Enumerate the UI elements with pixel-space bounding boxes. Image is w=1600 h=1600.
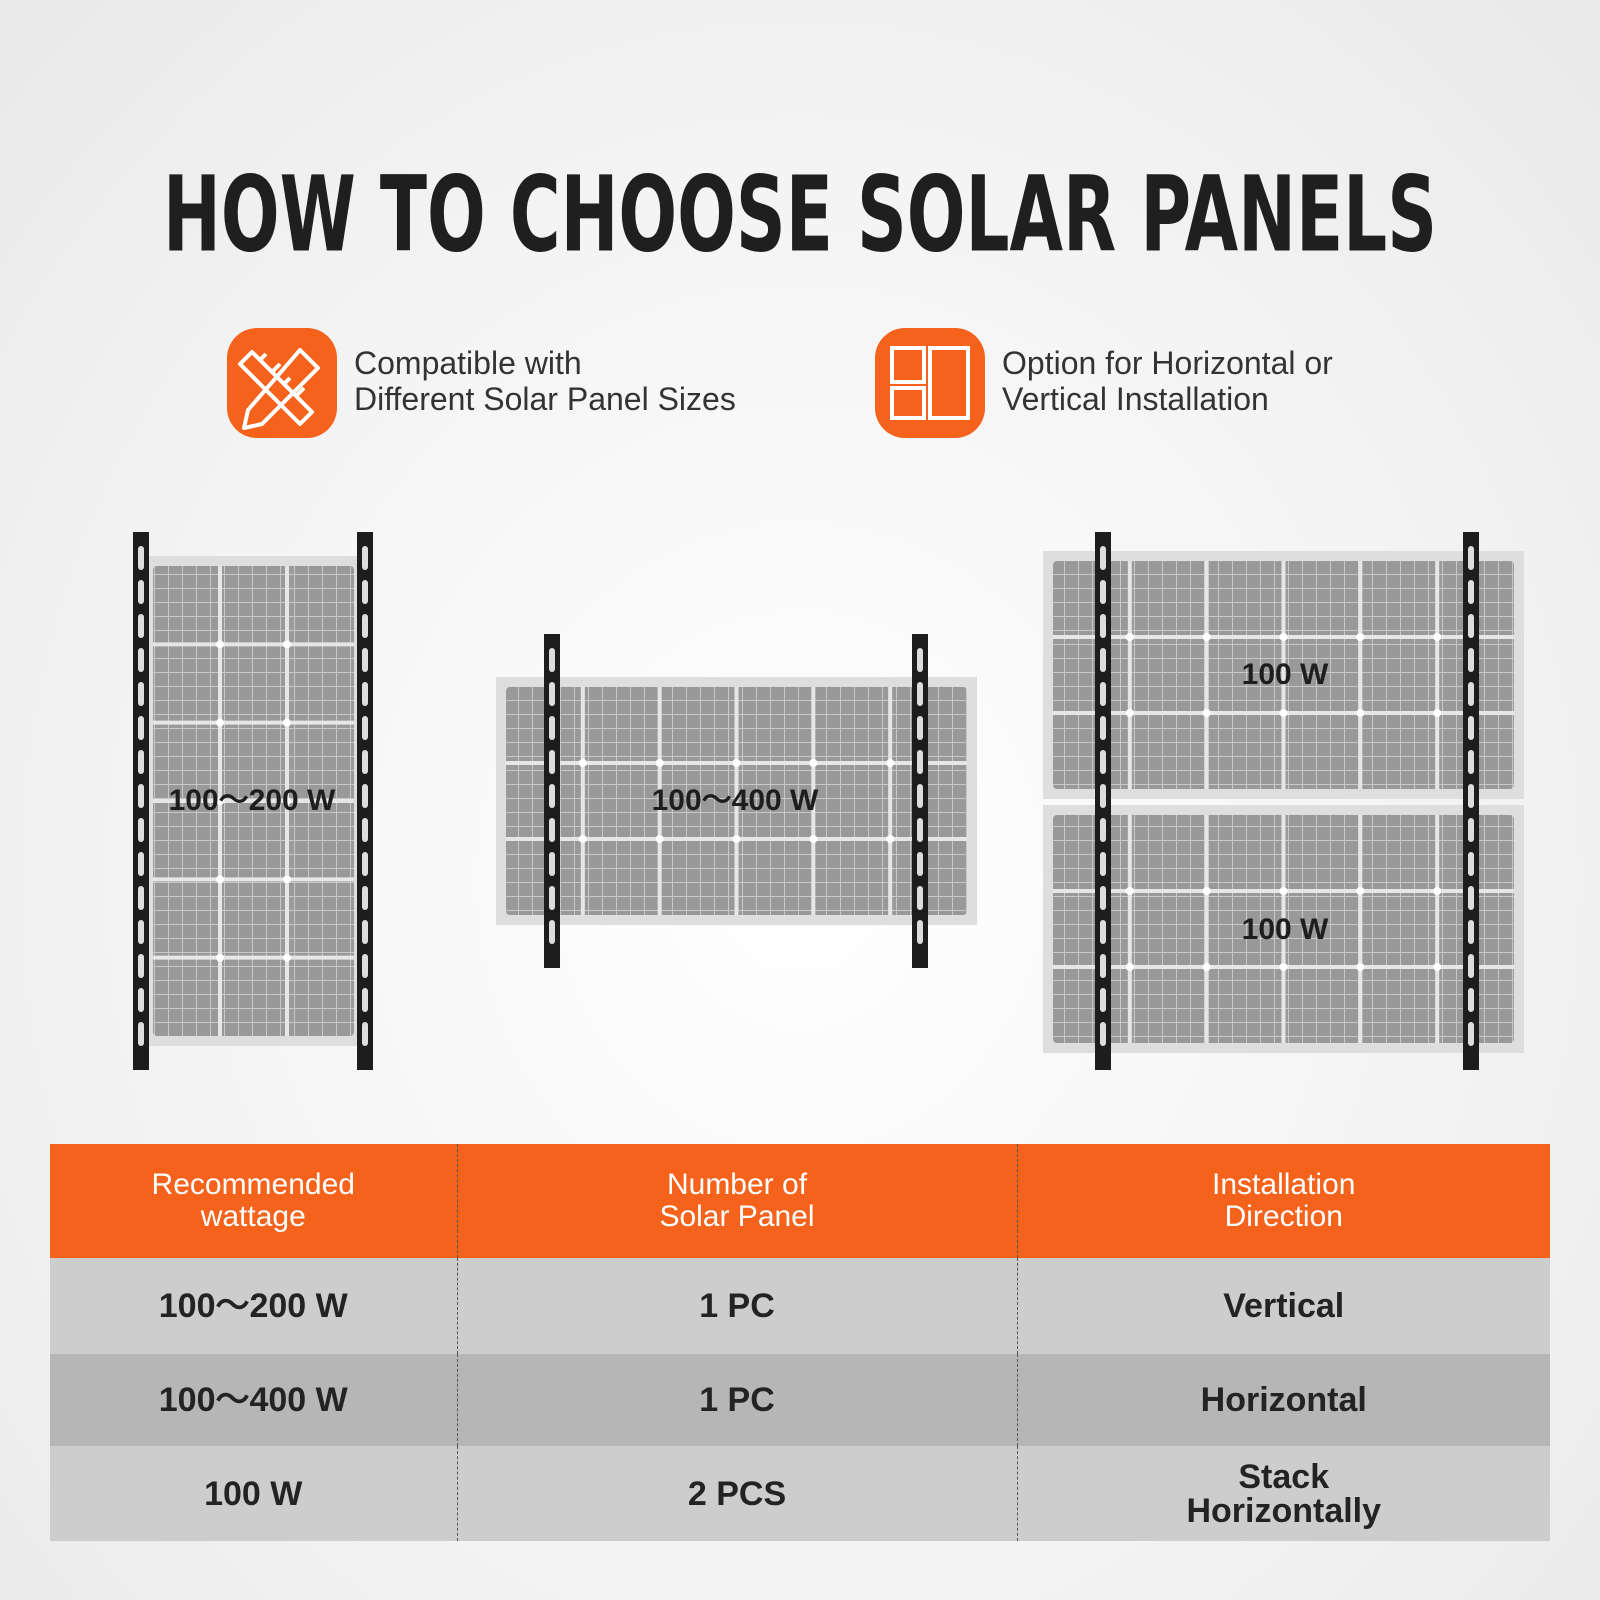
- cell-text: Stack: [1238, 1457, 1330, 1496]
- table-row: 100～200 W 1 PC Vertical: [50, 1258, 1550, 1354]
- table-cell: Vertical: [1016, 1258, 1550, 1354]
- cell-text: 100～200 W: [158, 1287, 348, 1325]
- panel-label: 100 W: [1242, 658, 1329, 691]
- header-text: wattage: [200, 1200, 306, 1233]
- icon-ruler: [227, 328, 337, 438]
- mounting-rail: [133, 532, 149, 1070]
- table-cell: 100 W: [50, 1446, 457, 1541]
- solar-panel: [1043, 551, 1524, 799]
- table-cell: 1 PC: [456, 1354, 1017, 1446]
- cell-text: Vertical: [1223, 1287, 1345, 1325]
- header-text: Number of: [666, 1168, 808, 1201]
- table-cell: Stack Horizontally: [1016, 1446, 1550, 1541]
- table-row: 100 W 2 PCS Stack Horizontally: [50, 1446, 1550, 1541]
- table-header: Recommended wattage Number of Solar Panel In…: [50, 1144, 1550, 1258]
- panel-label: 100～200 W: [169, 784, 336, 817]
- header-text: Installation: [1212, 1168, 1356, 1201]
- cell-text: Horizontally: [1186, 1491, 1382, 1530]
- mounting-rail: [357, 532, 373, 1070]
- feature-text: Vertical Installation: [1002, 381, 1269, 417]
- table-cell: Horizontal: [1016, 1354, 1550, 1446]
- feature-text: Compatible with: [354, 345, 582, 381]
- feature-text: Option for Horizontal or: [1002, 345, 1333, 381]
- solar-panel: [1043, 805, 1524, 1053]
- table-row: 100～400 W 1 PC Horizontal: [50, 1354, 1550, 1446]
- header-cell: Installation Direction: [1016, 1144, 1550, 1258]
- comparison-table: Recommended wattage Number of Solar Panel In…: [50, 1144, 1550, 1541]
- table-cell: 100～200 W: [50, 1258, 457, 1354]
- solar-panel: [143, 556, 364, 1046]
- header-text: Solar Panel: [659, 1200, 815, 1233]
- feature-text: Different Solar Panel Sizes: [354, 381, 736, 417]
- title: HOW TO CHOOSE SOLAR PANELS: [163, 153, 1437, 275]
- solar-panel: [496, 677, 977, 925]
- header-cell: Number of Solar Panel: [456, 1144, 1017, 1258]
- artwork: HOW TO CHOOSE SOLAR PANELS 100～200 W 100…: [133, 153, 1524, 1070]
- cell-text: 100～400 W: [158, 1381, 348, 1419]
- header-text: Direction: [1224, 1200, 1343, 1233]
- panel-label: 100～400 W: [652, 784, 819, 817]
- panel-label: 100 W: [1242, 913, 1329, 946]
- header-text: Recommended: [151, 1168, 355, 1201]
- feature: Option for Horizontal or Vertical Instal…: [1002, 345, 1333, 417]
- cell-text: 1 PC: [699, 1381, 775, 1419]
- table-cell: 100～400 W: [50, 1354, 457, 1446]
- table-cell: 1 PC: [456, 1258, 1017, 1354]
- table-cell: 2 PCS: [456, 1446, 1017, 1541]
- icon-layout: [875, 328, 985, 438]
- mounting-rail: [1463, 532, 1479, 1070]
- cell-text: 100 W: [204, 1474, 303, 1513]
- cell-text: 2 PCS: [687, 1474, 787, 1513]
- feature: Compatible with Different Solar Panel Si…: [354, 345, 736, 417]
- cell-text: 1 PC: [699, 1287, 775, 1325]
- mounting-rail: [1095, 532, 1111, 1070]
- cell-text: Horizontal: [1200, 1381, 1367, 1419]
- header-cell: Recommended wattage: [50, 1144, 457, 1258]
- mounting-rail: [544, 634, 560, 968]
- mounting-rail: [912, 634, 928, 968]
